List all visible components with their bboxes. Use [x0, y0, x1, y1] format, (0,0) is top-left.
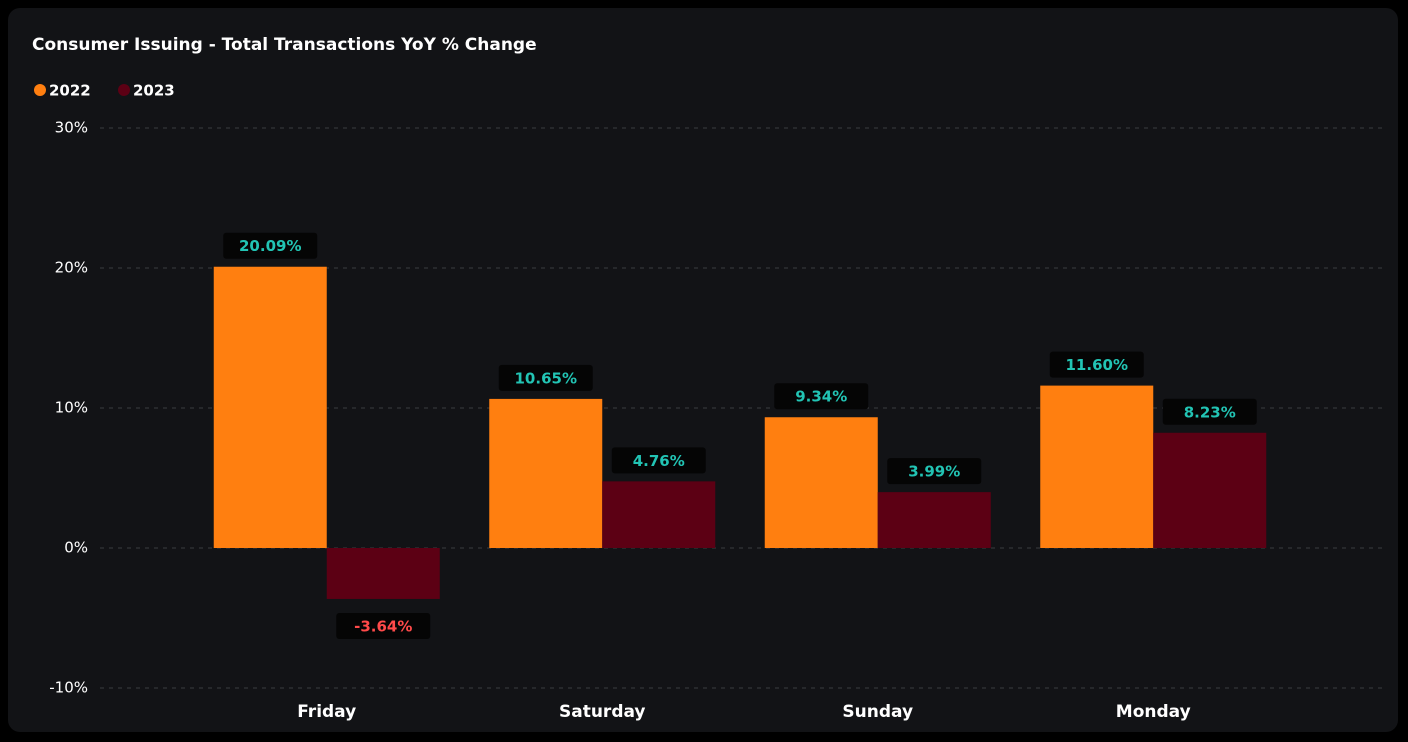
- bar: [326, 548, 440, 599]
- legend-swatch: [34, 84, 46, 96]
- value-label: 10.65%: [515, 369, 577, 387]
- value-label: 11.60%: [1066, 356, 1128, 374]
- y-tick-label: 0%: [64, 539, 88, 557]
- x-tick-label: Monday: [1116, 702, 1191, 722]
- y-tick-label: -10%: [49, 679, 88, 697]
- value-label: 20.09%: [239, 237, 301, 255]
- bar: [1153, 432, 1267, 548]
- value-label-box: [336, 612, 431, 639]
- bar: [489, 398, 603, 548]
- value-label-box: [1162, 398, 1257, 425]
- bar: [213, 266, 327, 548]
- value-label: 8.23%: [1184, 403, 1236, 421]
- x-tick-label: Saturday: [559, 702, 646, 722]
- y-tick-label: 30%: [55, 119, 88, 137]
- value-label: 4.76%: [633, 452, 685, 470]
- x-tick-label: Friday: [297, 702, 356, 722]
- bar: [877, 492, 991, 548]
- value-label-box: [774, 383, 869, 410]
- x-tick-label: Sunday: [842, 702, 913, 722]
- legend-label: 2022: [49, 82, 91, 100]
- legend-swatch: [118, 84, 130, 96]
- value-label-box: [223, 232, 318, 259]
- value-label: 3.99%: [908, 463, 960, 481]
- value-label-box: [611, 447, 706, 474]
- value-label: -3.64%: [354, 617, 412, 635]
- value-label-box: [1049, 351, 1144, 378]
- y-tick-label: 20%: [55, 259, 88, 277]
- value-label-box: [887, 458, 982, 485]
- bar: [602, 481, 716, 548]
- y-tick-label: 10%: [55, 399, 88, 417]
- chart-title: Consumer Issuing - Total Transactions Yo…: [32, 35, 537, 55]
- bar: [764, 417, 878, 548]
- value-label: 9.34%: [795, 388, 847, 406]
- value-label-box: [498, 364, 593, 391]
- legend-label: 2023: [133, 82, 175, 100]
- bar: [1040, 385, 1154, 548]
